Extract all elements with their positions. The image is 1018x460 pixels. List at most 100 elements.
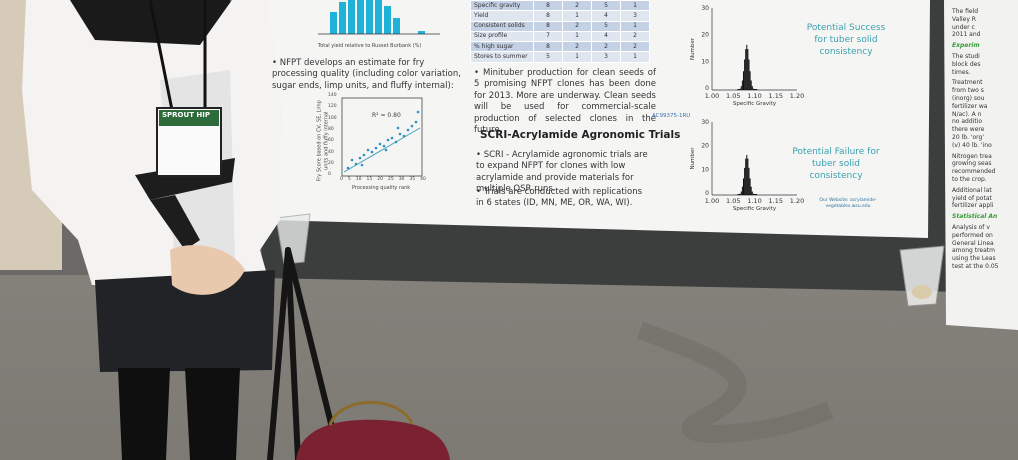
axis-label: Specific Gravity [733,101,777,107]
tick-labels: 140 120 100 80 60 40 20 0 [328,93,337,178]
tick-label: 1.05 [726,197,740,205]
scatter-dot [416,110,420,114]
table-cell: 2 [620,41,650,53]
text-line: among treatm [952,247,995,255]
tick-label: 10 [701,166,709,173]
tick-label: 40 [420,177,426,182]
scatter-dot [362,153,366,157]
table-cell: Consistent solids [470,20,534,32]
tick-label: 35 [409,177,416,182]
histogram-bars [737,154,758,195]
table-row: % high sugar 8 2 2 2 [470,41,650,53]
text-line: The studi [952,52,980,60]
scatter-dot [406,128,410,132]
histogram-bars [737,44,758,90]
website: Our Website: acrylamide-vegetables.wsu.e… [819,198,877,210]
table-row: Yield 8 1 4 3 [470,10,650,22]
text-line: 2011 and [952,31,981,39]
table-cell: 5 [591,20,621,32]
tick-label: 10 [355,177,362,182]
skirt [95,270,275,372]
poster [266,0,930,238]
table-cell: 1 [620,51,650,63]
tick-label: 40 [328,149,334,155]
scatter-dot [378,142,382,146]
table-cell: 1 [620,0,650,12]
text-line: Valley R [952,15,976,23]
tick-label: 1.20 [790,92,804,100]
scatter-dot [354,162,358,166]
table-cell: 2 [562,20,592,32]
text-line: no additio [952,118,983,126]
scatter-frame [341,97,423,177]
text-line: (v) 40 lb. 'ino [952,141,992,149]
scatter-dot [384,148,388,152]
scatter-dot [402,134,406,138]
text-line: using the Leas [952,255,996,263]
table-cell: % high sugar [470,41,534,53]
badge-text: SPROUT HIP [162,111,211,119]
bag-strap [328,400,414,426]
tick-label: 20 [701,143,709,150]
tick-label: 1.05 [726,92,740,100]
table-cell: 3 [591,51,621,63]
text-line: under c [952,23,975,31]
text-line: Statistical An [952,213,998,221]
table-cell: 8 [533,41,563,53]
paragraph: • Trials are conducted with replications… [476,187,643,209]
table-cell: Size profile [470,30,534,43]
paragraph: • NFPT develops an estimate for fry proc… [272,58,461,91]
leg [185,368,240,460]
floor-stain [636,321,834,443]
scatter-points [346,110,420,170]
table-cell: 5 [591,0,621,12]
handbag [296,419,450,460]
table-cell: 3 [620,10,650,22]
shape [366,0,373,34]
scatter-dot [350,158,354,162]
table-cell: 2 [620,30,650,43]
table-cell: 5 [533,51,563,63]
axis-label: Processing quality rank [352,185,411,191]
scatter-dot [390,136,394,140]
tick-label: 20 [701,32,709,39]
hands [170,245,245,295]
scatter-dot [374,146,378,150]
text-line: Treatment [952,79,983,87]
table-cell: Yield [470,10,534,22]
text-line: yield of potat [952,194,992,202]
shape [330,12,337,34]
clone-label: AC99375-1RU [652,113,691,119]
shape [384,6,391,34]
tick-label: 20 [377,177,383,182]
tick-label: 120 [328,104,337,110]
table-cell: 2 [562,41,592,53]
tick-label: 30 [701,119,709,126]
table-row: Specific gravity 8 2 5 1 [470,0,650,12]
text-line: growing seas [952,160,992,168]
scatter-dot [382,144,386,148]
scatter-dot [394,140,398,144]
text-line: 20 lb. 'org' [952,133,984,141]
tick-label: 0 [705,85,709,92]
histograms: 1.00 1.05 1.10 1.15 1.20 30 20 10 0 Specific Grav… [690,5,804,212]
text-line: Additional lat [952,186,992,194]
text-line: from two s [952,87,984,95]
tick-label: 1.20 [790,197,804,205]
shape [357,0,364,34]
text-line: N/ac). A n [952,110,982,118]
shape [339,2,346,34]
note: Potential Failure for tuber solid consis… [792,147,880,182]
table-cell: Specific gravity [470,0,534,12]
table-row: Stores to summer 5 1 3 1 [470,51,650,63]
tick-label: 0 [705,190,709,197]
text-line: recommended [952,168,996,176]
text-line: there were [952,126,985,134]
tick-label: 5 [347,177,351,182]
paragraph: • Minituber production for clean seeds o… [474,68,656,136]
right-poster [944,0,1018,330]
yield-histogram [330,0,425,34]
tick-label: 20 [328,161,334,167]
